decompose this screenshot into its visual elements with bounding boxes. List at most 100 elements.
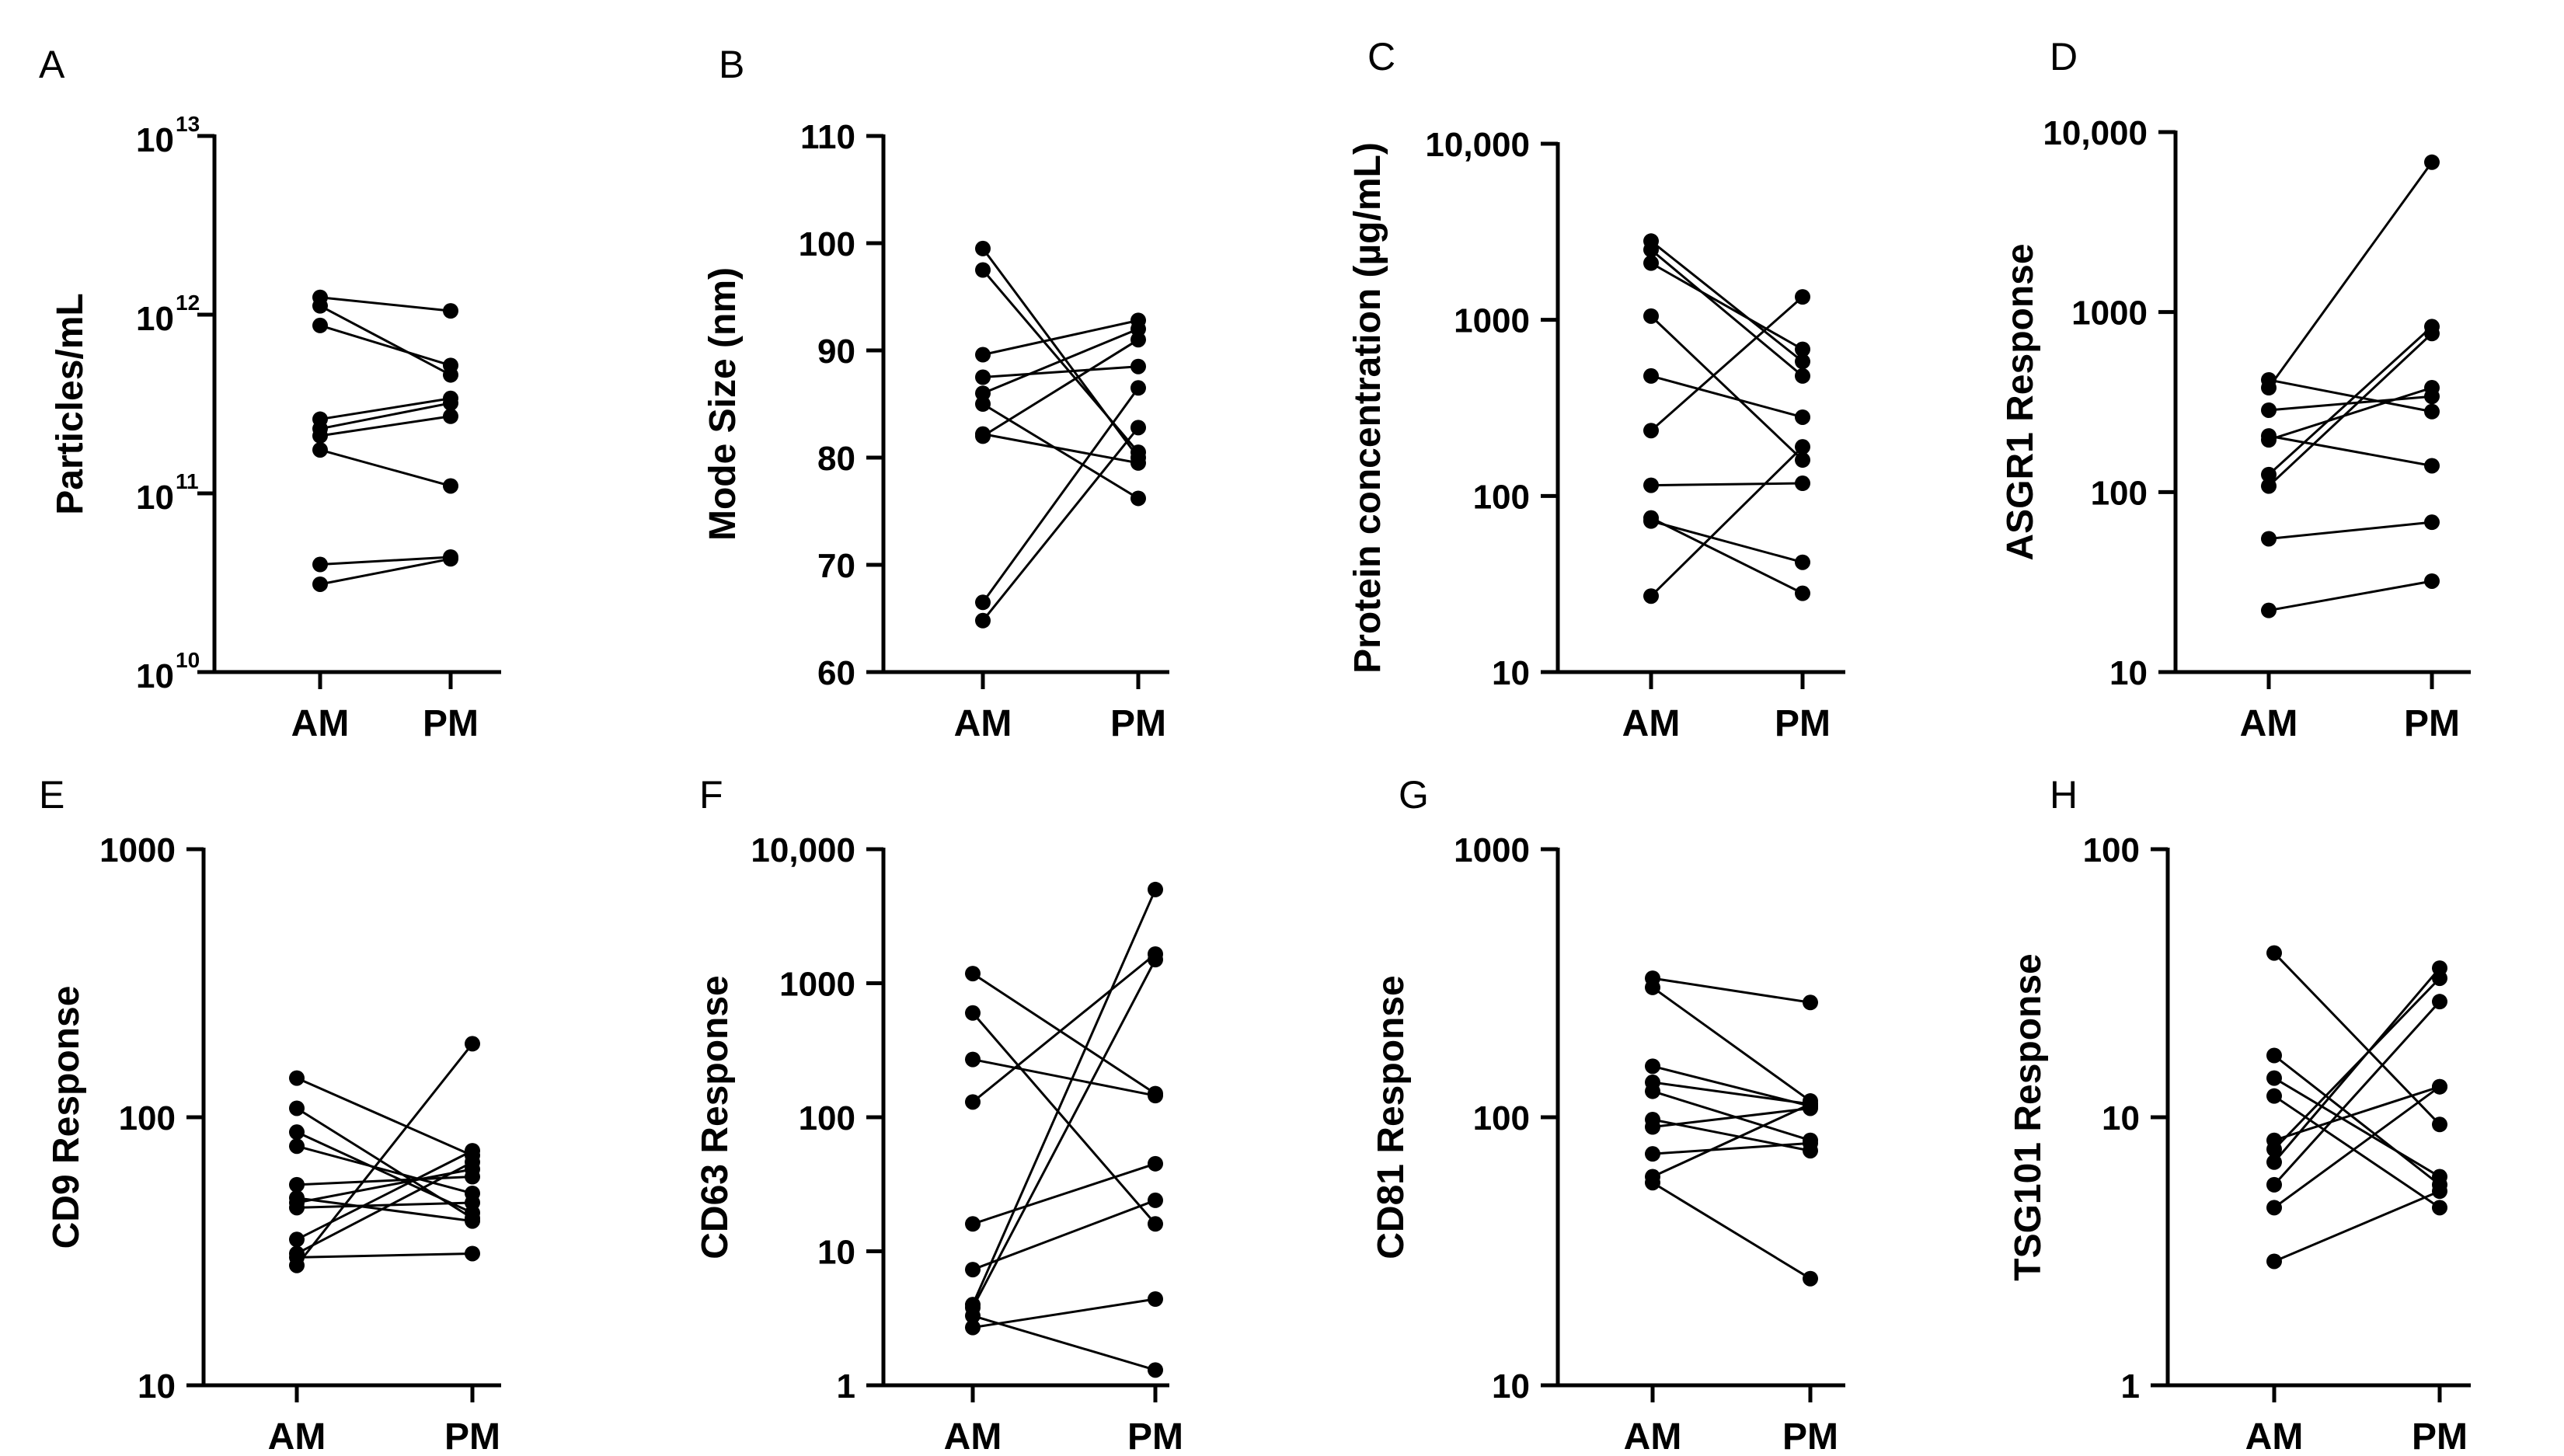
pair-line-c [1650, 374, 1803, 419]
point-c-pm [1795, 452, 1810, 468]
point-h-pm [2432, 1078, 2447, 1095]
point-f-am [965, 1051, 981, 1068]
point-a-pm [443, 478, 458, 494]
point-c-pm [1795, 341, 1810, 357]
point-e-am [289, 1124, 305, 1141]
point-e-am [289, 1100, 305, 1116]
y-axis-title-h: TSG101 Response [2008, 953, 2049, 1281]
point-h-am [2266, 1253, 2282, 1270]
pair-line-d [2268, 386, 2433, 441]
point-f-am [965, 1262, 981, 1278]
point-e-pm [465, 1036, 480, 1052]
point-g-pm [1803, 994, 1818, 1011]
pair-line-e [296, 1201, 473, 1209]
point-a-pm [443, 303, 458, 319]
pair-line-d [2268, 434, 2433, 467]
point-e-pm [465, 1154, 480, 1170]
point-d-am [2261, 466, 2277, 482]
point-f-am [965, 1094, 981, 1110]
point-b-pm [1130, 490, 1146, 507]
y-tick-label-a: 10 [136, 657, 174, 695]
point-e-am [289, 1249, 305, 1266]
pair-line-f [972, 1315, 1156, 1371]
pair-line-h [2273, 952, 2441, 1126]
y-tick-label-f: 10 [817, 1234, 855, 1272]
point-b-am [975, 385, 991, 402]
pair-line-f [971, 959, 1157, 1308]
point-f-pm [1148, 1216, 1163, 1232]
y-tick-label-e: 10 [138, 1367, 176, 1405]
point-e-pm [465, 1245, 480, 1262]
pair-line-e [296, 1196, 473, 1223]
point-f-am [965, 1308, 981, 1324]
pair-line-c [1650, 249, 1803, 378]
pair-line-d [2267, 161, 2433, 388]
y-tick-label-f: 1000 [779, 966, 855, 1004]
x-label-f-am: AM [944, 1416, 1002, 1456]
pair-line-h [2273, 967, 2441, 1163]
pair-line-e [296, 1144, 473, 1195]
point-d-pm [2424, 458, 2440, 474]
point-c-am [1643, 588, 1659, 604]
pair-line-b [982, 402, 1139, 500]
point-g-am [1645, 979, 1660, 995]
point-f-am [965, 1319, 981, 1336]
pair-line-a [319, 556, 451, 566]
point-g-am [1645, 1058, 1660, 1075]
y-tick-label-c: 1000 [1454, 302, 1530, 340]
x-label-d-pm: PM [2404, 703, 2460, 744]
point-c-pm [1795, 554, 1810, 570]
point-h-pm [2432, 994, 2447, 1010]
y-tick-exponent-a: 13 [176, 112, 200, 136]
point-a-am [312, 427, 328, 444]
point-b-pm [1130, 332, 1146, 348]
point-b-am [975, 347, 991, 363]
pair-line-f [972, 1298, 1156, 1329]
pair-line-b [982, 365, 1139, 378]
panel-letter-e: E [39, 773, 64, 817]
pair-line-c [1650, 262, 1803, 350]
pair-line-e [296, 1161, 473, 1255]
panel-c: C 10 100 1000 10,000 AM PM Protein concentratio… [1347, 35, 1845, 744]
point-f-pm [1148, 1291, 1163, 1308]
point-e-am [289, 1070, 305, 1086]
pair-line-h [2273, 1077, 2440, 1178]
panel-letter-f: F [699, 773, 723, 817]
point-h-pm [2432, 1183, 2447, 1200]
pair-line-c [1650, 295, 1803, 432]
pair-line-a [319, 324, 451, 367]
pair-line-b [981, 427, 1140, 622]
pair-line-c [1650, 315, 1804, 462]
pair-line-g [1652, 1090, 1811, 1142]
y-tick-label-c: 100 [1473, 478, 1530, 516]
pair-line-a [319, 305, 451, 376]
point-g-pm [1803, 1096, 1818, 1113]
pair-line-f [972, 972, 1156, 1095]
panel-letter-h: H [2050, 773, 2078, 817]
point-b-pm [1130, 444, 1146, 461]
point-h-pm [2432, 1116, 2447, 1133]
pair-line-e [296, 1168, 473, 1204]
pair-line-d [2268, 378, 2433, 413]
point-b-am [975, 240, 991, 256]
point-e-am [289, 1176, 305, 1193]
point-a-pm [443, 357, 458, 374]
panel-letter-c: C [1367, 35, 1395, 78]
y-tick-label-a: 10 [136, 479, 174, 517]
point-b-am [975, 262, 991, 278]
point-a-pm [443, 408, 458, 424]
pair-line-d [2268, 521, 2433, 540]
y-tick-label-b: 60 [817, 654, 855, 692]
point-h-am [2266, 1088, 2282, 1104]
y-tick-label-e: 100 [119, 1099, 176, 1137]
point-f-am [965, 1216, 981, 1232]
y-tick-label-d: 1000 [2071, 294, 2148, 333]
x-label-f-pm: PM [1127, 1416, 1183, 1456]
y-tick-label-b: 80 [817, 440, 855, 478]
point-b-am [975, 369, 991, 385]
point-d-am [2261, 531, 2277, 547]
point-c-pm [1795, 289, 1810, 305]
pair-line-f [972, 1199, 1156, 1271]
pair-line-f [972, 1162, 1156, 1225]
point-f-pm [1148, 881, 1163, 897]
